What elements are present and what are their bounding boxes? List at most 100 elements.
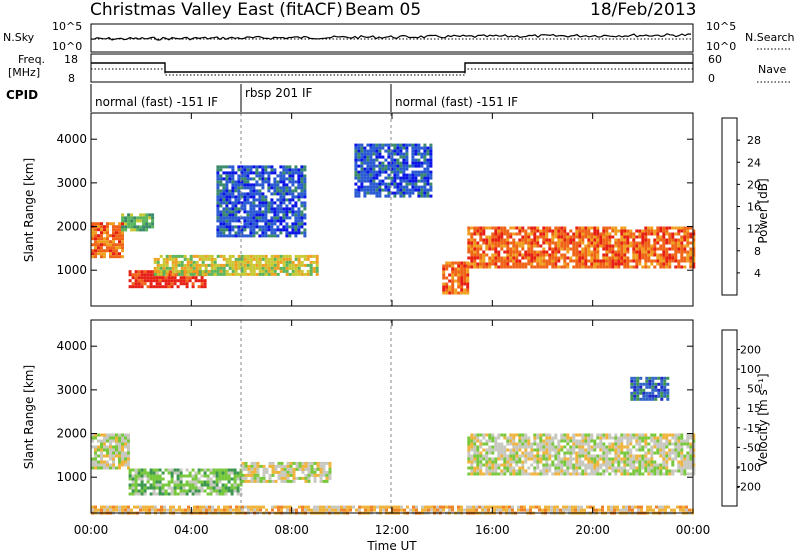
data-cell <box>626 256 630 260</box>
data-cell <box>103 460 106 464</box>
data-cell <box>518 265 522 269</box>
data-cell <box>674 451 678 455</box>
data-cell <box>252 192 256 196</box>
data-cell <box>247 464 251 468</box>
data-cell <box>512 439 516 443</box>
data-cell <box>222 186 226 190</box>
data-cell <box>393 185 397 189</box>
data-cell <box>372 191 376 195</box>
data-cell <box>191 282 195 286</box>
data-cell <box>337 505 340 509</box>
data-cell <box>663 385 667 389</box>
data-cell <box>415 508 418 512</box>
data-cell <box>216 228 220 232</box>
data-cell <box>674 259 678 263</box>
data-cell <box>512 259 516 263</box>
data-cell <box>180 266 184 270</box>
data-cell <box>288 216 292 220</box>
data-cell <box>396 191 400 195</box>
data-cell <box>291 222 295 226</box>
data-cell <box>689 454 693 458</box>
data-cell <box>668 265 672 269</box>
data-cell <box>607 508 610 512</box>
data-cell <box>289 479 293 483</box>
data-cell <box>515 262 519 266</box>
data-cell <box>100 448 103 452</box>
data-cell <box>286 464 290 468</box>
data-cell <box>611 457 615 461</box>
data-cell <box>617 445 621 449</box>
data-cell <box>521 229 525 233</box>
data-cell <box>569 241 573 245</box>
data-cell <box>112 222 115 226</box>
data-cell <box>228 213 232 217</box>
data-cell <box>620 439 624 443</box>
data-cell <box>182 483 186 487</box>
data-cell <box>191 489 195 493</box>
data-cell <box>253 508 256 512</box>
data-cell <box>273 168 277 172</box>
data-cell <box>521 466 525 470</box>
data-cell <box>680 259 684 263</box>
data-cell <box>647 448 651 452</box>
data-cell <box>560 436 564 440</box>
data-cell <box>185 474 189 478</box>
data-cell <box>593 454 597 458</box>
data-cell <box>234 189 238 193</box>
data-cell <box>161 483 165 487</box>
data-cell <box>581 451 585 455</box>
data-cell <box>282 257 286 261</box>
data-cell <box>611 253 615 257</box>
data-cell <box>566 448 570 452</box>
data-cell <box>109 457 112 461</box>
x-tick-label: 00:00 <box>74 523 109 537</box>
data-cell <box>602 256 606 260</box>
data-cell <box>349 505 352 509</box>
data-cell <box>174 266 178 270</box>
data-cell <box>587 460 591 464</box>
data-cell <box>494 250 498 254</box>
data-cell <box>423 158 427 162</box>
data-cell <box>224 474 228 478</box>
data-cell <box>502 508 505 512</box>
data-cell <box>292 479 296 483</box>
data-cell <box>170 471 174 475</box>
data-cell <box>228 201 232 205</box>
data-cell <box>168 257 172 261</box>
data-cell <box>277 461 281 465</box>
data-cell <box>466 285 470 289</box>
data-cell <box>375 164 379 168</box>
data-cell <box>470 256 474 260</box>
data-cell <box>617 439 621 443</box>
data-cell <box>608 235 612 239</box>
data-cell <box>121 460 124 464</box>
data-cell <box>165 254 169 258</box>
data-cell <box>521 451 525 455</box>
data-cell <box>556 505 559 509</box>
data-cell <box>647 238 651 242</box>
data-cell <box>387 194 391 198</box>
data-cell <box>569 247 573 251</box>
data-cell <box>575 226 579 230</box>
data-cell <box>91 433 94 437</box>
data-cell <box>218 474 222 478</box>
data-cell <box>599 433 603 437</box>
data-cell <box>430 508 433 512</box>
data-cell <box>249 213 253 217</box>
data-cell <box>250 461 254 465</box>
data-cell <box>354 146 358 150</box>
data-cell <box>482 454 486 458</box>
data-cell <box>614 448 618 452</box>
data-cell <box>143 471 147 475</box>
data-cell <box>677 451 681 455</box>
data-cell <box>548 445 552 449</box>
data-cell <box>273 201 277 205</box>
data-cell <box>100 234 103 238</box>
data-cell <box>291 207 295 211</box>
data-cell <box>151 508 154 512</box>
data-cell <box>106 436 109 440</box>
data-cell <box>674 457 678 461</box>
data-cell <box>645 394 649 398</box>
data-cell <box>149 282 153 286</box>
data-cell <box>279 231 283 235</box>
